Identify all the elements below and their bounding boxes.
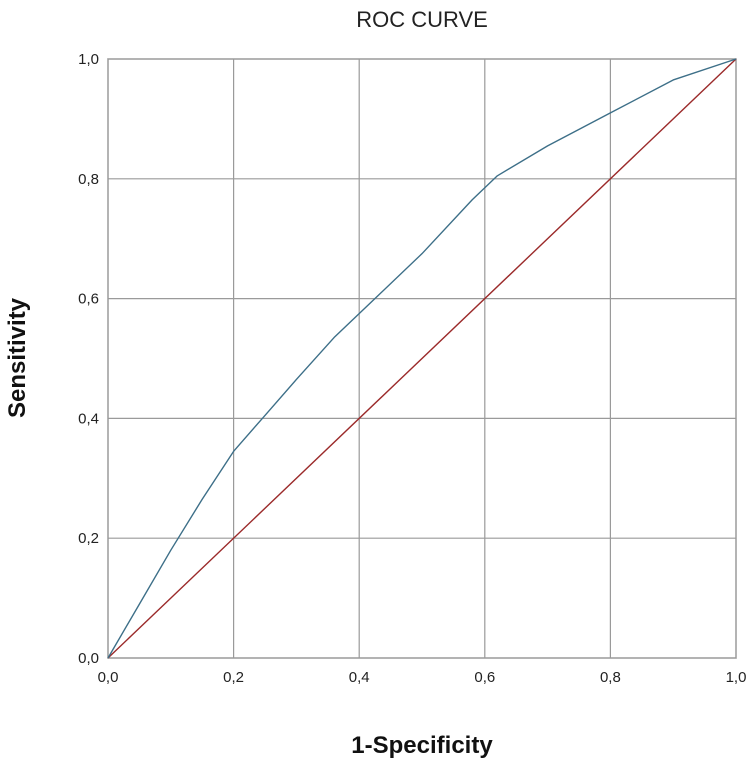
y-axis-title: Sensitivity: [4, 297, 31, 418]
x-tick-label: 0,0: [98, 669, 119, 686]
x-axis-title: 1-Specificity: [351, 732, 493, 759]
y-tick-label: 0,8: [78, 171, 99, 188]
x-tick-label: 0,8: [600, 669, 621, 686]
y-tick-label: 0,6: [78, 291, 99, 308]
y-tick-label: 1,0: [78, 51, 99, 68]
series-layer: [107, 58, 737, 659]
x-tick-label: 0,6: [474, 669, 495, 686]
roc-curve-line: [107, 58, 737, 659]
x-tick-label: 0,2: [223, 669, 244, 686]
y-tick-labels: 0,0 0,2 0,4 0,6 0,8 1,0: [78, 51, 99, 667]
y-tick-label: 0,2: [78, 530, 99, 547]
x-tick-label: 0,4: [349, 669, 370, 686]
grid: [107, 58, 737, 659]
y-tick-label: 0,4: [78, 410, 99, 427]
x-tick-label: 1,0: [726, 669, 747, 686]
reference-line: [107, 58, 737, 659]
x-tick-labels: 0,0 0,2 0,4 0,6 0,8 1,0: [98, 669, 747, 686]
y-tick-label: 0,0: [78, 650, 99, 667]
chart-title: ROC CURVE: [356, 7, 488, 32]
